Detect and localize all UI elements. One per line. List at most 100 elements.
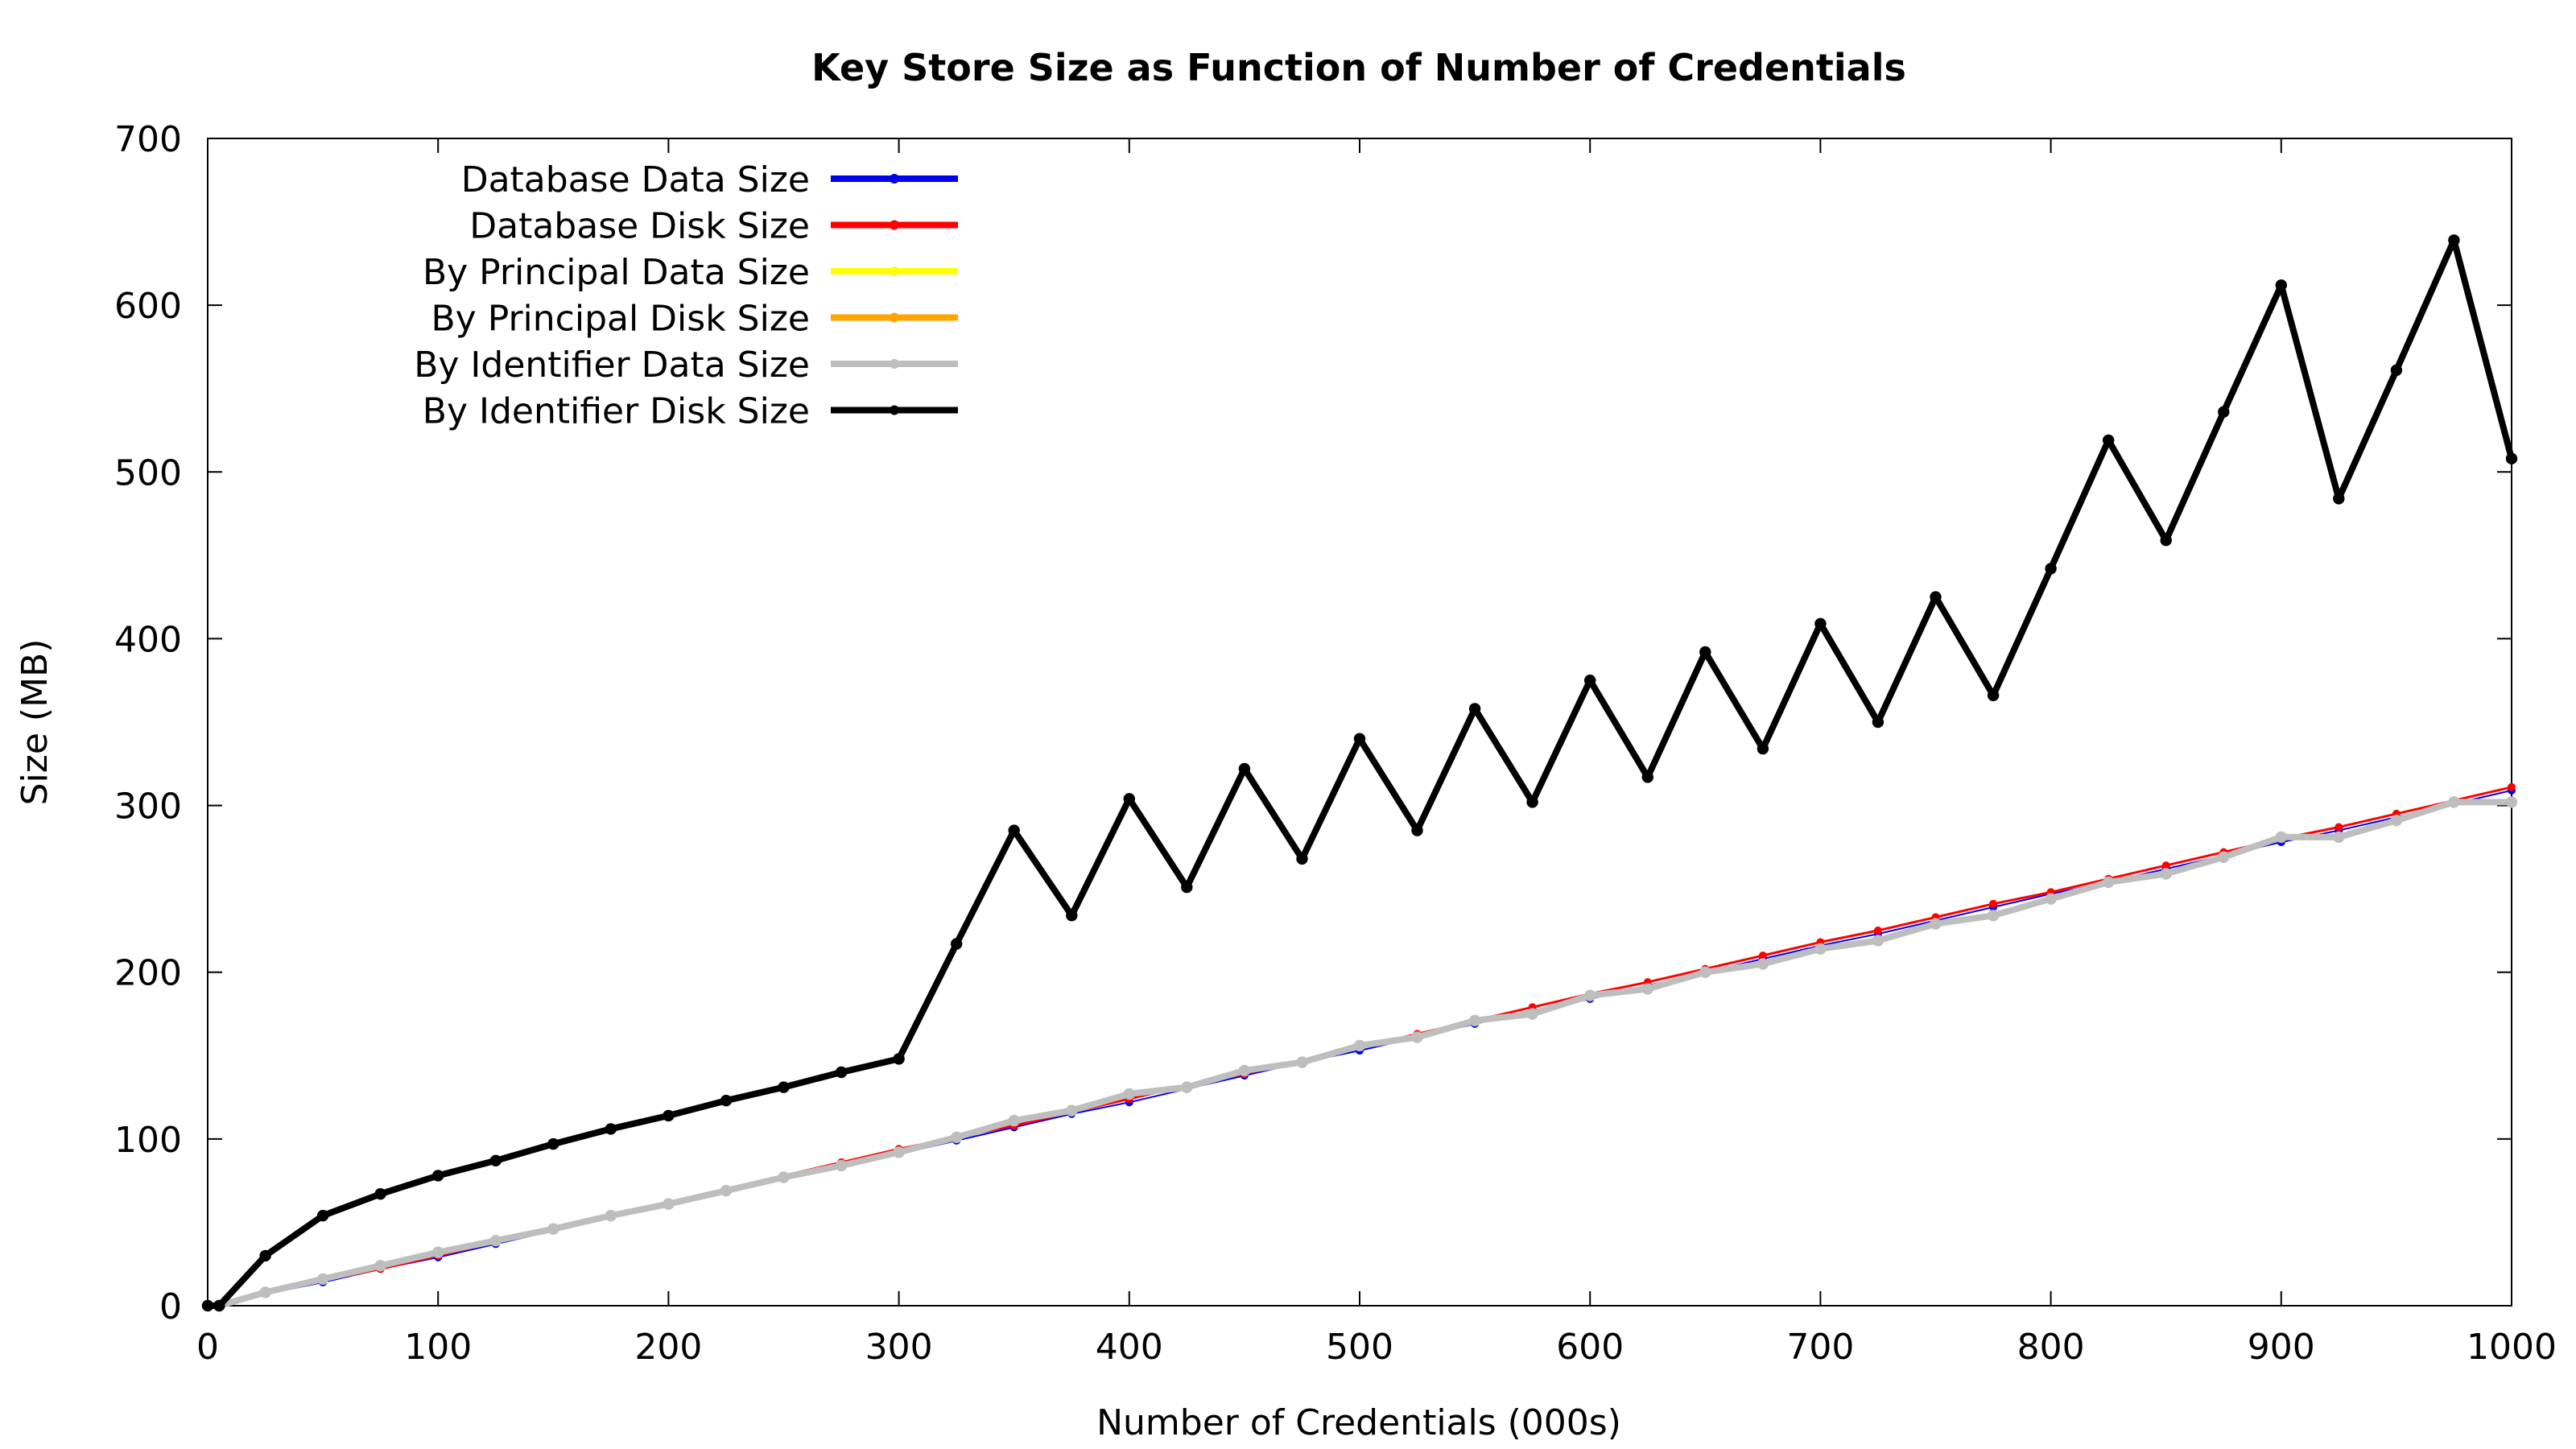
data-point xyxy=(2103,434,2115,447)
axis-ticks: 0 100 200 300 400 500 600 700 800 900 1000 0 100 200 3… xyxy=(114,119,2557,1368)
data-point xyxy=(213,1299,225,1312)
data-point xyxy=(1930,918,1942,930)
legend-marker xyxy=(890,359,899,369)
legend-label: By Identifier Data Size xyxy=(414,345,810,386)
x-tick-label: 300 xyxy=(865,1327,933,1368)
legend-marker xyxy=(890,312,899,323)
data-point xyxy=(1814,943,1827,955)
data-point xyxy=(605,1123,617,1135)
data-point xyxy=(2160,868,2172,880)
data-point xyxy=(1238,1064,1251,1077)
data-point xyxy=(1066,1104,1078,1117)
data-point xyxy=(720,1095,733,1107)
x-tick-label: 100 xyxy=(404,1327,472,1368)
legend-marker xyxy=(890,266,899,276)
series-line xyxy=(204,799,2515,1309)
series-by-identifier-disk-size xyxy=(201,234,2518,1312)
legend-marker xyxy=(890,174,899,184)
data-point xyxy=(663,1198,675,1210)
x-tick-label: 1000 xyxy=(2467,1327,2557,1368)
data-point xyxy=(2333,493,2345,505)
data-point xyxy=(2045,563,2057,575)
data-point xyxy=(1353,1039,1366,1052)
data-point xyxy=(778,1171,790,1183)
legend-label: Database Data Size xyxy=(461,159,810,200)
data-point xyxy=(1296,852,1308,865)
data-point xyxy=(316,1273,329,1286)
data-point xyxy=(547,1137,559,1150)
data-point xyxy=(2103,876,2115,889)
data-point xyxy=(835,1159,848,1172)
x-tick-label: 400 xyxy=(1096,1327,1163,1368)
data-point xyxy=(1930,591,1942,603)
data-point xyxy=(835,1066,848,1079)
series-line xyxy=(204,237,2515,1309)
data-point xyxy=(1008,824,1020,836)
data-point xyxy=(1353,733,1366,745)
data-point xyxy=(2390,364,2403,377)
data-point xyxy=(1468,1014,1481,1027)
legend-label: By Principal Disk Size xyxy=(431,299,810,340)
data-point xyxy=(2448,234,2460,246)
legend-marker xyxy=(890,220,899,230)
data-point xyxy=(1872,716,1885,729)
data-point xyxy=(1066,910,1078,922)
data-point xyxy=(951,1131,963,1144)
data-point xyxy=(1989,899,1998,908)
data-point xyxy=(1814,617,1827,630)
data-point xyxy=(663,1109,675,1122)
legend-label: Database Disk Size xyxy=(469,206,810,247)
y-axis-label: Size (MB) xyxy=(14,639,56,806)
legend-marker xyxy=(890,405,899,415)
data-point xyxy=(432,1246,444,1258)
data-point xyxy=(1873,926,1882,935)
data-point xyxy=(489,1235,502,1247)
data-point xyxy=(1296,1056,1308,1068)
series-lines xyxy=(201,234,2518,1312)
data-point xyxy=(1181,1081,1193,1093)
y-tick-label: 700 xyxy=(114,119,182,160)
data-point xyxy=(1987,689,2000,702)
data-point xyxy=(778,1081,790,1093)
data-point xyxy=(1526,796,1538,808)
data-point xyxy=(1699,646,1711,658)
data-point xyxy=(2160,535,2172,547)
data-point xyxy=(1987,910,2000,922)
data-point xyxy=(2161,861,2170,870)
y-tick-label: 100 xyxy=(114,1120,182,1161)
data-point xyxy=(1411,824,1423,836)
data-point xyxy=(1584,989,1596,1001)
data-point xyxy=(1123,793,1136,805)
data-point xyxy=(2390,815,2403,827)
data-point xyxy=(1758,952,1767,960)
data-point xyxy=(951,938,963,950)
data-point xyxy=(1526,1008,1538,1020)
x-tick-label: 500 xyxy=(1326,1327,1393,1368)
data-point xyxy=(720,1184,733,1197)
data-point xyxy=(1641,771,1653,783)
data-point xyxy=(2275,279,2287,291)
legend-label: By Principal Data Size xyxy=(423,252,810,293)
data-point xyxy=(2045,893,2057,905)
y-tick-label: 0 xyxy=(159,1286,182,1327)
data-point xyxy=(2218,851,2230,864)
data-point xyxy=(259,1249,271,1262)
x-tick-label: 800 xyxy=(2017,1327,2085,1368)
data-point xyxy=(2505,796,2518,808)
x-tick-label: 900 xyxy=(2248,1327,2315,1368)
data-point xyxy=(2275,831,2287,844)
data-point xyxy=(2333,831,2345,844)
data-point xyxy=(2505,452,2518,464)
x-tick-label: 700 xyxy=(1786,1327,1854,1368)
data-point xyxy=(374,1188,386,1200)
y-tick-label: 400 xyxy=(114,619,182,660)
data-point xyxy=(374,1260,386,1272)
data-point xyxy=(893,1053,905,1065)
data-point xyxy=(1411,1031,1423,1043)
data-point xyxy=(1008,1114,1020,1127)
data-point xyxy=(2218,406,2230,418)
x-tick-label: 0 xyxy=(196,1327,219,1368)
x-tick-label: 200 xyxy=(634,1327,702,1368)
data-point xyxy=(1468,703,1481,715)
